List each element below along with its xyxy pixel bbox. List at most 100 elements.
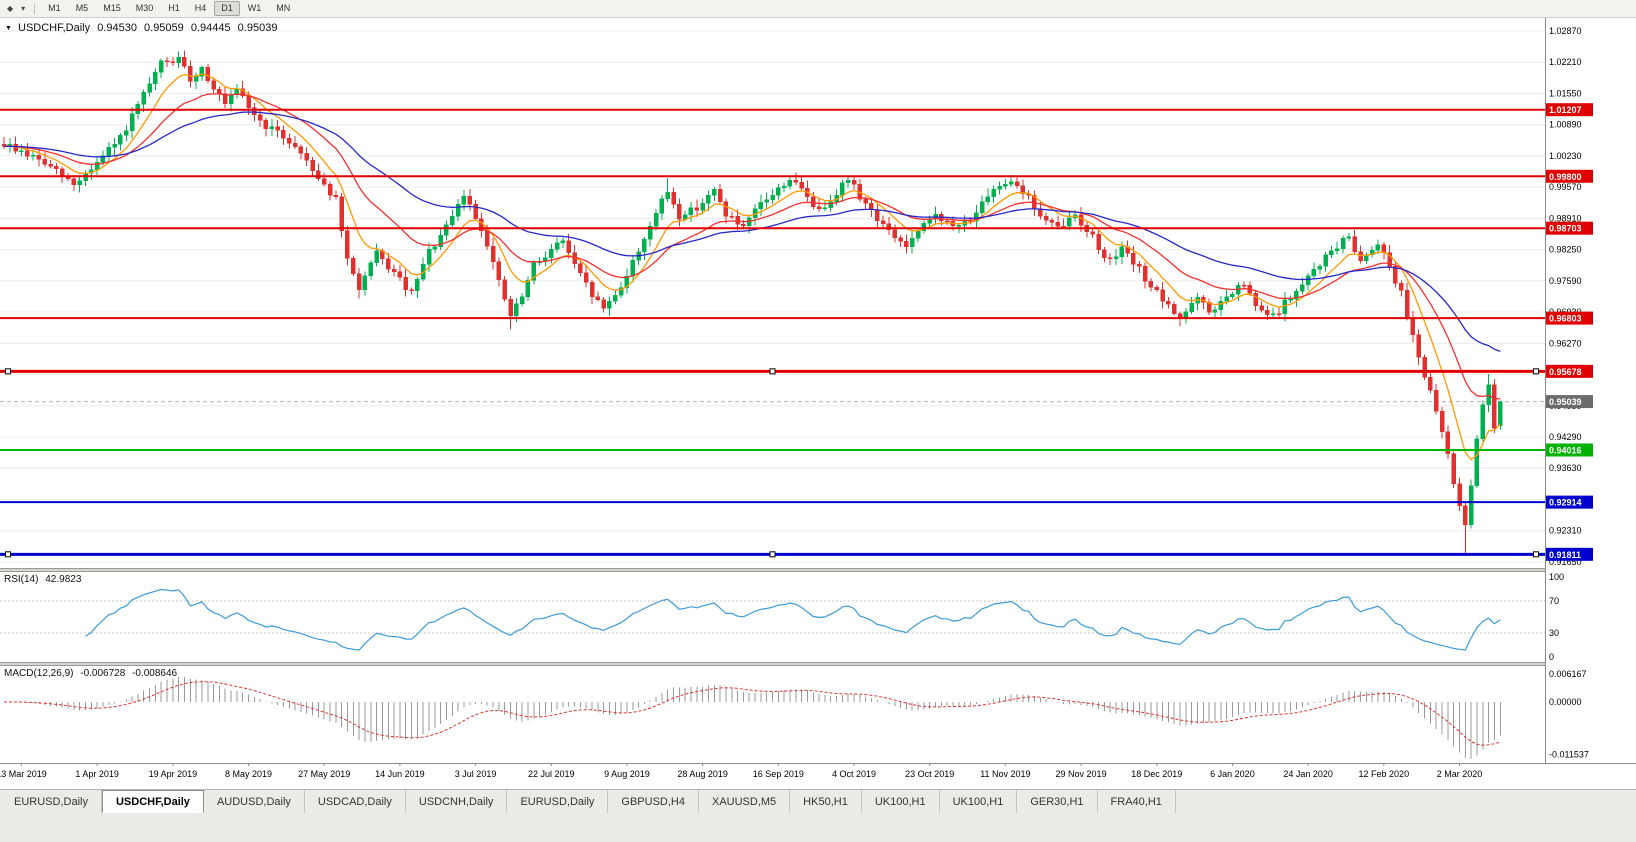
timeframe-H4[interactable]: H4 xyxy=(194,3,207,13)
rsi-line xyxy=(85,588,1501,651)
macd-signal-line xyxy=(4,681,1501,746)
price-badge-0.96803: 0.96803 xyxy=(1549,314,1582,324)
ohlc-high: 0.95059 xyxy=(144,22,184,34)
line-handle[interactable] xyxy=(5,551,11,558)
moving-averages xyxy=(3,73,1501,461)
macd-axis-label: 0.00000 xyxy=(1549,697,1582,707)
date-axis-label: 24 Jan 2020 xyxy=(1283,769,1333,779)
date-axis-label: 11 Nov 2019 xyxy=(980,769,1030,779)
timeframe-toolbar: M1 M5 M15 M30 H1 H4 D1 W1 MN xyxy=(41,1,297,16)
tab-USDCAD,Daily[interactable]: USDCAD,Daily xyxy=(305,790,406,813)
ohlc-low: 0.94445 xyxy=(190,22,231,34)
tab-UK100,H1[interactable]: UK100,H1 xyxy=(940,790,1018,813)
date-axis-label: 28 Aug 2019 xyxy=(677,769,728,779)
chart-menu-dropdown-icon[interactable]: ▾ xyxy=(21,4,26,13)
date-axis-label: 9 Aug 2019 xyxy=(604,769,650,779)
date-axis-label: 16 Sep 2019 xyxy=(753,769,804,779)
price-axis-label: 0.94290 xyxy=(1549,432,1582,442)
timeframe-H1[interactable]: H1 xyxy=(168,3,180,13)
timeframe-M5[interactable]: M5 xyxy=(75,3,89,13)
horizontal-lines xyxy=(0,108,1545,558)
macd-signal-value: -0.008646 xyxy=(132,668,178,679)
chart-tab-bar: EURUSD,Daily USDCHF,Daily AUDUSD,Daily USDC… xyxy=(0,789,1636,813)
line-handle[interactable] xyxy=(769,368,776,375)
price-badge-rect xyxy=(1546,103,1593,117)
tab-UK100,H1[interactable]: UK100,H1 xyxy=(862,790,940,813)
price-axis-label: 0.91650 xyxy=(1549,557,1582,567)
date-axis-label: 23 Oct 2019 xyxy=(905,769,954,779)
macd-name: MACD(12,26,9) xyxy=(4,668,74,679)
date-axis-label: 3 Jul 2019 xyxy=(455,769,497,779)
timeframe-MN[interactable]: MN xyxy=(276,3,291,13)
price-badge-0.92914: 0.92914 xyxy=(1549,498,1582,508)
timeframe-D1[interactable]: D1 xyxy=(214,1,240,16)
price-grid xyxy=(0,30,1545,563)
date-axis-label: 6 Jan 2020 xyxy=(1210,769,1255,779)
tab-GBPUSD,H4[interactable]: GBPUSD,H4 xyxy=(608,790,699,813)
tab-USDCHF,Daily[interactable]: USDCHF,Daily xyxy=(101,790,204,813)
price-badge-0.95678: 0.95678 xyxy=(1549,367,1582,377)
line-handle[interactable] xyxy=(5,368,11,375)
tab-USDCNH,Daily[interactable]: USDCNH,Daily xyxy=(406,790,508,813)
price-badge-rect xyxy=(1546,311,1593,325)
collapse-icon[interactable]: ▼ xyxy=(5,25,12,32)
macd-histogram xyxy=(9,677,1501,759)
charts-icon[interactable]: ◆ xyxy=(7,4,14,13)
date-axis-label: 29 Nov 2019 xyxy=(1056,769,1107,779)
date-axis-label: 18 Dec 2019 xyxy=(1131,769,1182,779)
line-handle[interactable] xyxy=(1533,368,1539,375)
tab-GER30,H1[interactable]: GER30,H1 xyxy=(1017,790,1098,813)
rsi-indicator-label: RSI(14) 42.9823 xyxy=(4,574,85,585)
timeframe-M1[interactable]: M1 xyxy=(48,3,61,13)
tab-FRA40,H1[interactable]: FRA40,H1 xyxy=(1098,790,1176,813)
price-axis-label: 0.92310 xyxy=(1549,526,1582,536)
price-badge-rect xyxy=(1546,364,1593,378)
price-badge-rect xyxy=(1546,395,1593,409)
chart-canvas[interactable]: 1.02870 1.02210 1.01550 1.00890 1.00230 0.995… xyxy=(0,17,1636,789)
price-badge-0.91811: 0.91811 xyxy=(1549,550,1581,560)
timeframe-W1[interactable]: W1 xyxy=(247,3,262,13)
price-axis-badges: 1.01207 0.99800 0.98703 0.96803 0.95678 0.940… xyxy=(1546,103,1593,561)
price-badge-rect xyxy=(1546,547,1593,561)
moving-average-20 xyxy=(3,93,1501,400)
price-badge-0.95039: 0.95039 xyxy=(1549,397,1582,407)
tab-EURUSD,Daily[interactable]: EURUSD,Daily xyxy=(1,790,102,813)
price-badge-rect xyxy=(1546,443,1593,457)
price-badge-rect xyxy=(1546,495,1593,509)
date-axis-label: 2 Mar 2020 xyxy=(1437,769,1483,779)
tab-EURUSD,Daily[interactable]: EURUSD,Daily xyxy=(507,790,609,813)
price-axis-label: 0.99570 xyxy=(1549,182,1582,192)
price-badge-rect xyxy=(1546,221,1593,235)
rsi-axis-label: 100 xyxy=(1549,572,1564,582)
rsi-axis-label: 0 xyxy=(1549,652,1554,662)
toolbar-separator xyxy=(34,3,36,14)
rsi-axis-label: 30 xyxy=(1549,628,1559,638)
chart-background xyxy=(0,17,1636,789)
timeframe-M15[interactable]: M15 xyxy=(103,3,121,13)
price-badge-0.99800: 0.99800 xyxy=(1549,172,1582,182)
line-handle[interactable] xyxy=(1533,551,1539,558)
date-axis-label: 13 Mar 2019 xyxy=(0,769,47,779)
tab-AUDUSD,Daily[interactable]: AUDUSD,Daily xyxy=(204,790,305,813)
moving-average-45 xyxy=(3,111,1501,353)
price-badge-rect xyxy=(1546,169,1593,183)
date-axis-label: 14 Jun 2019 xyxy=(375,769,425,779)
timeframe-M30[interactable]: M30 xyxy=(135,3,154,13)
rsi-name: RSI(14) xyxy=(4,574,39,585)
line-handle[interactable] xyxy=(769,551,776,558)
tab-HK50,H1[interactable]: HK50,H1 xyxy=(790,790,862,813)
top-toolbar: ◆ ▾ M1 M5 M15 M30 H1 H4 D1 W1 MN xyxy=(0,0,1636,18)
price-axis-label: 1.02870 xyxy=(1549,26,1582,36)
price-axis-label: 0.96270 xyxy=(1549,338,1582,348)
tab-XAUUSD,M5[interactable]: XAUUSD,M5 xyxy=(699,790,791,813)
chart-symbol-label: USDCHF,Daily xyxy=(18,22,91,34)
price-axis-label: 0.98250 xyxy=(1549,245,1582,255)
panel-dividers[interactable] xyxy=(0,568,1636,666)
macd-axis-label: 0.006167 xyxy=(1549,669,1587,679)
macd-axis-label: -0.011537 xyxy=(1549,750,1589,760)
price-axis-label: 0.98910 xyxy=(1549,213,1582,223)
price-axis-label: 1.00890 xyxy=(1549,120,1582,130)
price-axis-label: 1.01550 xyxy=(1549,88,1582,98)
price-badge-1.01207: 1.01207 xyxy=(1549,105,1582,115)
price-badge-0.94016: 0.94016 xyxy=(1549,445,1582,455)
